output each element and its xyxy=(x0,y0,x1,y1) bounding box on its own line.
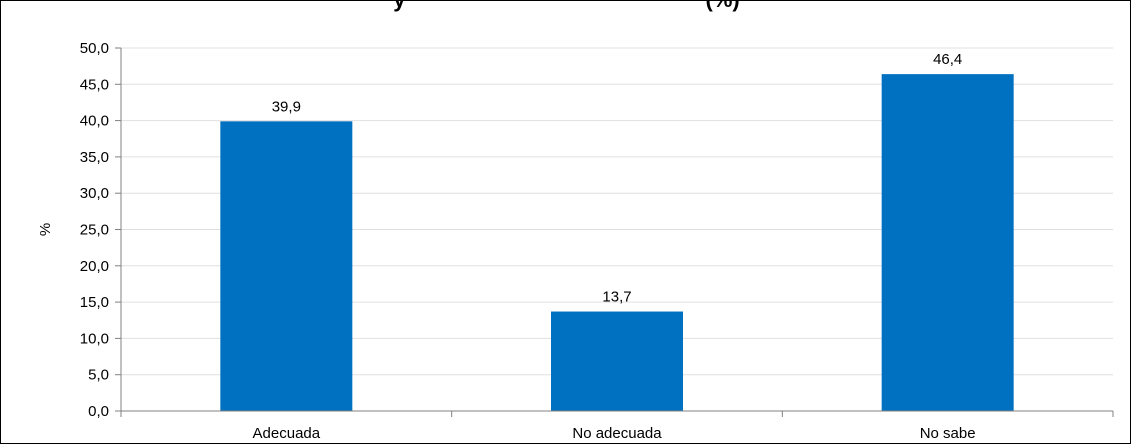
data-label: 39,9 xyxy=(272,98,301,115)
y-tick-label: 50,0 xyxy=(80,40,109,57)
y-tick-label: 15,0 xyxy=(80,294,109,311)
bar xyxy=(551,311,683,411)
category-label: No adecuada xyxy=(572,425,662,442)
y-tick-label: 20,0 xyxy=(80,258,109,275)
y-tick-label: 10,0 xyxy=(80,330,109,347)
data-label: 13,7 xyxy=(602,289,631,306)
chart-title-prefix: y xyxy=(393,1,405,12)
bars xyxy=(220,74,1014,412)
y-tick-label: 0,0 xyxy=(88,403,109,420)
y-tick-label: 35,0 xyxy=(80,149,109,166)
bar xyxy=(220,121,353,412)
chart-title-suffix: (%) xyxy=(706,1,740,12)
y-tick-label: 25,0 xyxy=(80,222,109,239)
y-tick-label: 45,0 xyxy=(80,76,109,93)
labels: 0,0 5,0 10,0 15,0 20,0 25,0 30,0 35,0 40,0 45,0 50… xyxy=(37,40,976,442)
category-label: No sabe xyxy=(920,425,976,442)
chart-title: y (%) xyxy=(1,1,1130,13)
y-tick-label: 40,0 xyxy=(80,113,109,130)
category-label: Adecuada xyxy=(253,425,321,442)
bar xyxy=(881,74,1014,412)
axes xyxy=(115,47,1114,417)
y-tick-label: 5,0 xyxy=(88,367,109,384)
y-axis-label: % xyxy=(37,223,54,236)
data-label: 46,4 xyxy=(933,51,962,68)
y-tick-label: 30,0 xyxy=(80,185,109,202)
